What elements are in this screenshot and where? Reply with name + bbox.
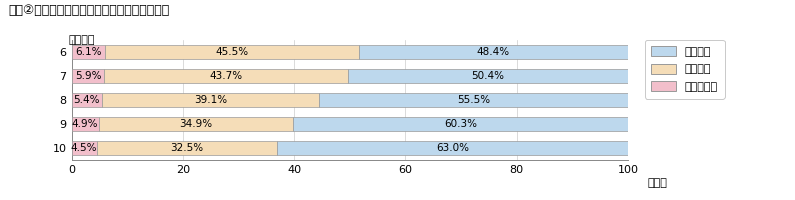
- Text: 63.0%: 63.0%: [436, 143, 469, 153]
- Bar: [72, 117, 99, 131]
- Bar: [97, 141, 277, 155]
- Text: 5.4%: 5.4%: [73, 95, 100, 105]
- Bar: [72, 141, 97, 155]
- Bar: [102, 93, 320, 107]
- Text: 5.9%: 5.9%: [75, 71, 101, 81]
- Bar: [359, 45, 628, 59]
- Text: 4.5%: 4.5%: [71, 143, 97, 153]
- Text: 48.4%: 48.4%: [477, 47, 510, 57]
- Bar: [72, 69, 104, 83]
- Bar: [104, 69, 347, 83]
- Bar: [99, 117, 293, 131]
- Text: 60.3%: 60.3%: [444, 119, 477, 129]
- Bar: [320, 93, 628, 107]
- Text: 図表②　施設規模別にみた加入契約割合の推移: 図表② 施設規模別にみた加入契約割合の推移: [8, 4, 169, 17]
- Bar: [277, 141, 628, 155]
- Text: 55.5%: 55.5%: [457, 95, 491, 105]
- Legend: 許可施設, 届出施設, 小規模施設: 許可施設, 届出施設, 小規模施設: [645, 40, 724, 99]
- Text: 32.5%: 32.5%: [170, 143, 204, 153]
- Text: （％）: （％）: [648, 178, 668, 188]
- Bar: [72, 93, 102, 107]
- Bar: [72, 45, 106, 59]
- Text: （年度）: （年度）: [68, 35, 95, 45]
- Text: 4.9%: 4.9%: [72, 119, 99, 129]
- Text: 45.5%: 45.5%: [215, 47, 249, 57]
- Text: 50.4%: 50.4%: [471, 71, 504, 81]
- Bar: [347, 69, 628, 83]
- Text: 39.1%: 39.1%: [194, 95, 227, 105]
- Text: 6.1%: 6.1%: [76, 47, 102, 57]
- Bar: [106, 45, 359, 59]
- Text: 34.9%: 34.9%: [180, 119, 212, 129]
- Bar: [293, 117, 629, 131]
- Text: 43.7%: 43.7%: [209, 71, 242, 81]
